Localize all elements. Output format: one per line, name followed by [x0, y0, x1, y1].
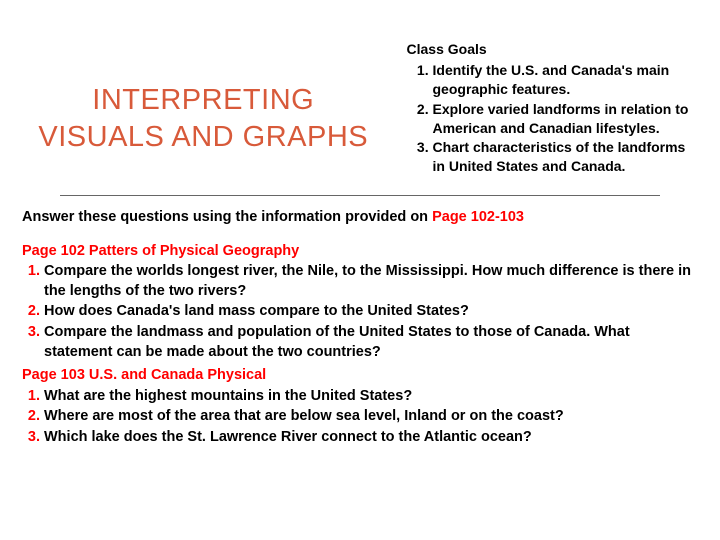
question-item: How does Canada's land mass compare to t…: [44, 302, 698, 322]
slide-title: INTERPRETING VISUALS AND GRAPHS: [30, 82, 377, 155]
goal-item: Identify the U.S. and Canada's main geog…: [433, 61, 691, 99]
question-item: Compare the landmass and population of t…: [44, 323, 698, 362]
goals-heading: Class Goals: [407, 40, 691, 59]
section-heading-2: Page 103 U.S. and Canada Physical: [22, 366, 698, 386]
question-item: Which lake does the St. Lawrence River c…: [44, 428, 698, 448]
goal-item: Explore varied landforms in relation to …: [433, 100, 691, 138]
question-item: Compare the worlds longest river, the Ni…: [44, 262, 698, 301]
question-list-1: Compare the worlds longest river, the Ni…: [22, 262, 698, 362]
goal-item: Chart characteristics of the landforms i…: [433, 138, 691, 176]
section-heading-1: Page 102 Patters of Physical Geography: [22, 242, 698, 262]
section-divider: [60, 195, 660, 196]
class-goals-block: Class Goals Identify the U.S. and Canada…: [407, 40, 691, 177]
goals-list: Identify the U.S. and Canada's main geog…: [407, 61, 691, 176]
body-section: Answer these questions using the informa…: [0, 208, 720, 447]
prompt-page-ref: Page 102-103: [432, 209, 524, 225]
title-block: INTERPRETING VISUALS AND GRAPHS: [30, 40, 377, 177]
prompt-lead: Answer these questions using the informa…: [22, 209, 432, 225]
question-item: What are the highest mountains in the Un…: [44, 387, 698, 407]
question-item: Where are most of the area that are belo…: [44, 407, 698, 427]
prompt-line: Answer these questions using the informa…: [22, 208, 698, 228]
top-section: INTERPRETING VISUALS AND GRAPHS Class Go…: [0, 0, 720, 187]
question-list-2: What are the highest mountains in the Un…: [22, 387, 698, 448]
